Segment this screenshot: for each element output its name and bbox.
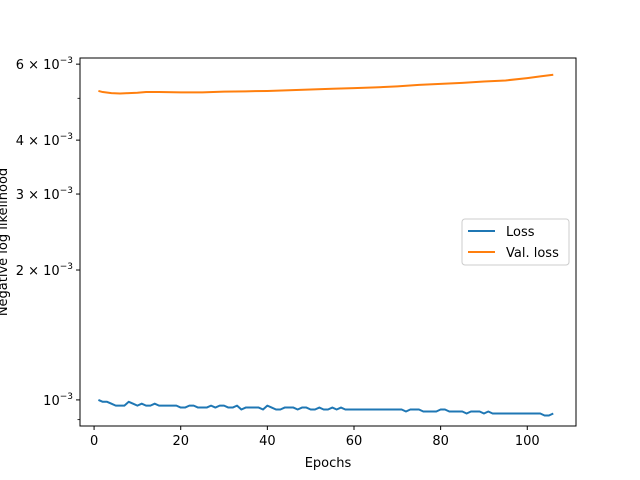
series-line-2: [98, 73, 554, 95]
y-tick-label: 2 × 10−3: [16, 262, 73, 279]
y-axis-label: Negative log likelihood: [0, 168, 11, 316]
y-tick-label: 4 × 10−3: [16, 132, 73, 149]
x-tick-label: 20: [172, 434, 189, 449]
legend: Loss Val. loss: [461, 218, 570, 266]
y-tick-label: 10−3: [43, 392, 73, 409]
y-tick-label: 3 × 10−3: [16, 186, 73, 203]
x-axis-label: Epochs: [305, 456, 352, 471]
plot-area: [79, 57, 577, 427]
x-tick-label: 80: [432, 434, 449, 449]
x-tick-label: 40: [259, 434, 276, 449]
plot-frame: [79, 57, 577, 427]
x-axis: 0 20 40 60 80 100: [90, 426, 540, 449]
y-tick-label: 6 × 10−3: [16, 56, 73, 73]
x-tick-label: 100: [515, 434, 540, 449]
legend-entry-2: Val. loss: [506, 246, 559, 261]
legend-entry-1: Loss: [506, 225, 535, 240]
y-axis: 10−3 6 × 10−3 4 × 10−3 3 × 10−3 2 × 10−3: [16, 56, 80, 421]
series-line-1: [98, 398, 554, 417]
x-tick-label: 0: [90, 434, 98, 449]
x-tick-label: 60: [346, 434, 363, 449]
